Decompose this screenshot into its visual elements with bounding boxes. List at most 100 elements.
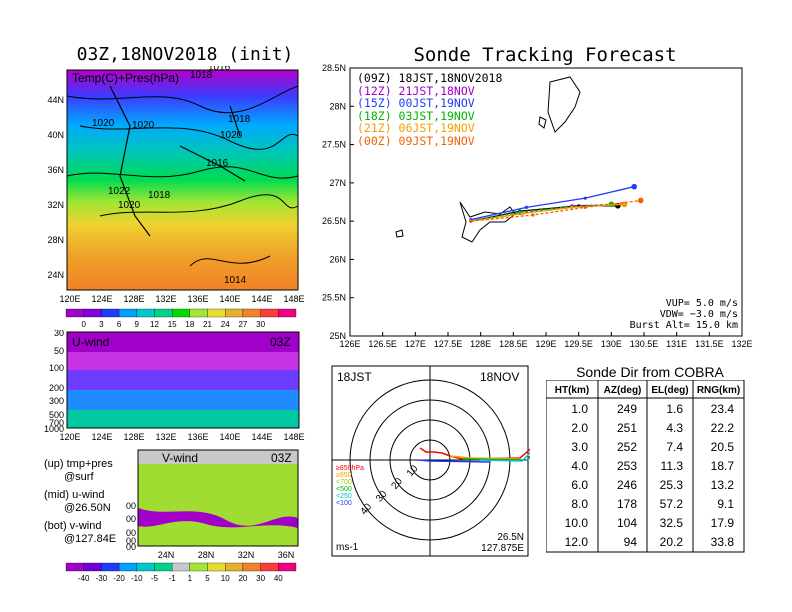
lat-tick: 27N <box>329 178 346 188</box>
lon-tick: 127E <box>405 339 426 349</box>
legend-time: 18JST,18NOV2018 <box>398 71 503 85</box>
lat-tick: 24N <box>47 270 64 280</box>
lon-tick: 128.5E <box>499 339 528 349</box>
pressure-label: 1020 <box>220 130 243 141</box>
table-cell: 1.0 <box>571 402 588 416</box>
lon-tick: 140E <box>219 294 240 304</box>
lon-tick: 120E <box>59 432 80 442</box>
isobar <box>99 194 299 217</box>
lat-tick: 36N <box>278 550 295 560</box>
level-tick: 700 <box>126 536 136 546</box>
legend-code: (21Z) <box>357 121 399 135</box>
table-cell: 22.2 <box>711 421 735 435</box>
table-cell: 252 <box>617 440 637 454</box>
colorbar-label: 21 <box>203 320 212 329</box>
colorbar-label: 15 <box>168 320 177 329</box>
level-tick: 100 <box>49 363 64 373</box>
trajectory-point <box>524 205 528 209</box>
temperature-colorbar: 0 3 6 9 12 15 18 21 24 27 30 <box>65 308 297 329</box>
colorbar-label: 10 <box>221 574 230 583</box>
lat-tick: 28N <box>329 101 346 111</box>
isobar <box>79 125 299 150</box>
legend-time: 00JST,19NOV <box>398 96 475 110</box>
u-wind-band <box>67 390 299 410</box>
trajectory-point <box>469 219 473 223</box>
colorbar-label: 3 <box>99 320 104 329</box>
lat-tick: 28.5N <box>322 63 346 73</box>
note-mid: (mid) u-wind @26.50N <box>44 489 164 515</box>
u-wind-band <box>67 410 299 428</box>
sonde-table: HT(km) AZ(deg) EL(deg) RNG(km) 1.0 249 1.6 23.4… <box>546 380 745 553</box>
lon-tick: 136E <box>187 432 208 442</box>
wind-colorbar: -40 -30 -20 -10 -5 -1 1 5 10 20 30 40 <box>65 562 297 583</box>
note-line: (up) tmp+pres <box>44 458 113 470</box>
level-tick: 200 <box>126 501 136 511</box>
table-cell: 10.0 <box>565 516 589 530</box>
trajectory-line <box>470 199 641 222</box>
table-cell: 246 <box>617 478 637 492</box>
colorbar-label: 9 <box>135 320 140 329</box>
colorbar-swatch <box>189 562 208 572</box>
small-island <box>538 116 547 129</box>
lon-tick: 130.5E <box>630 339 659 349</box>
pressure-label: 1014 <box>224 275 247 286</box>
table-cell: 249 <box>617 402 637 416</box>
hodograph-500 <box>461 458 521 461</box>
note-up: (up) tmp+pres @surf <box>44 458 164 484</box>
legend-time: 03JST,19NOV <box>398 108 475 123</box>
lon-tick: 130E <box>601 339 622 349</box>
trajectory-line <box>470 203 612 222</box>
table-cell: 253 <box>617 459 637 473</box>
colorbar-swatch <box>118 562 137 572</box>
lat-tick: 25.5N <box>322 293 346 303</box>
level-legend-entry: <250 <box>336 493 352 500</box>
sonde-params: VUP= 5.0 m/s VDW= −3.0 m/s Burst Alt= 15… <box>620 298 738 331</box>
colorbar-label: 0 <box>81 320 86 329</box>
table-header: RNG(km) <box>697 385 740 396</box>
legend-entry: (09Z) 18JST,18NOV2018 <box>357 72 502 85</box>
level-tick: 30 <box>54 330 64 338</box>
table-header: AZ(deg) <box>604 385 642 396</box>
table-cell: 12.0 <box>565 535 589 549</box>
coastline-islands <box>395 76 581 243</box>
trajectory-point <box>631 183 637 190</box>
colorbar-label: 1 <box>188 574 193 583</box>
level-tick: 50 <box>54 346 64 356</box>
pressure-label: 1016 <box>206 158 229 169</box>
map-field-label: Temp(C)+Pres(hPa) <box>72 71 179 85</box>
table-frame <box>546 380 745 553</box>
polar-unit: ms-1 <box>336 542 359 553</box>
lon-tick: 132E <box>731 339 752 349</box>
pressure-label: 1020 <box>92 118 115 129</box>
trajectory-series <box>469 183 644 223</box>
lon-tick-labels: 120E 124E 128E 132E 136E 140E 144E 148E <box>59 294 304 304</box>
colorbar-label: 24 <box>221 320 230 329</box>
pressure-label: 1020 <box>118 200 141 211</box>
table-cell: 18.7 <box>711 459 735 473</box>
colorbar-swatch <box>207 308 226 318</box>
plot-frame <box>349 67 743 337</box>
table-cell: 94 <box>624 535 638 549</box>
legend-time: 21JST,18NOV <box>398 83 475 98</box>
pressure-label: 1020 <box>132 120 155 131</box>
colorbar-swatch <box>207 562 226 572</box>
lon-tick: 136E <box>187 294 208 304</box>
level-tick: 200 <box>49 383 64 393</box>
lon-tick: 144E <box>251 432 272 442</box>
colorbar-label: 5 <box>205 574 210 583</box>
colorbar-label: 20 <box>238 574 247 583</box>
tracking-legend: (09Z) 18JST,18NOV2018 (12Z) 21JST,18NOV (1… <box>357 72 502 147</box>
lat-tick-labels: 44N 40N 36N 32N 28N 24N <box>47 95 64 280</box>
lat-tick: 32N <box>238 550 255 560</box>
level-legend-entry: ≥850 <box>336 472 352 479</box>
v-wind-frame <box>137 449 299 547</box>
okinawa-island <box>459 201 516 243</box>
u-wind-band <box>67 332 299 352</box>
pressure-label: 1018 <box>148 190 171 201</box>
table-cell: 9.1 <box>717 497 734 511</box>
trajectory-point <box>531 213 535 217</box>
colorbar-label: -1 <box>169 574 177 583</box>
